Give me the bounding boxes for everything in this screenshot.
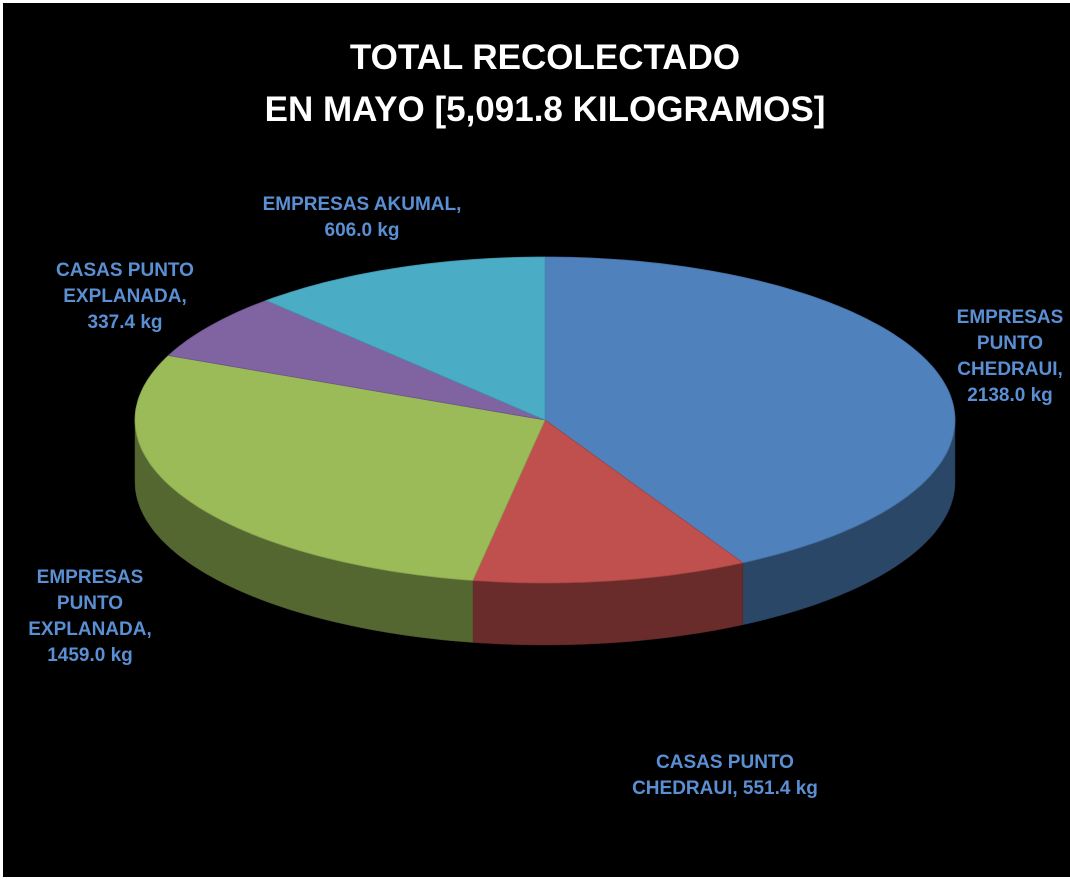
pie-slice bbox=[265, 256, 546, 421]
label-box: CASAS PUNTO EXPLANADA, 337.4 kg bbox=[56, 260, 194, 333]
data-label: CASAS PUNTO EXPLANADA, 337.4 kg bbox=[56, 260, 194, 333]
label-box: EMPRESAS AKUMAL, 606.0 kg bbox=[262, 194, 462, 241]
data-label: CASAS PUNTO CHEDRAUI, 551.4 kg bbox=[632, 752, 818, 799]
pie-slice bbox=[167, 300, 546, 421]
label-box: EMPRESAS PUNTO EXPLANADA, 1459.0 kg bbox=[28, 567, 152, 666]
title-box: TOTAL RECOLECTADO EN MAYO [5,091.8 KILOG… bbox=[264, 38, 826, 129]
data-label: EMPRESAS AKUMAL, 606.0 kg bbox=[262, 194, 462, 241]
pie-slice bbox=[544, 256, 956, 564]
pie-slice bbox=[472, 419, 744, 584]
pie-slice bbox=[134, 355, 546, 581]
data-label: EMPRESAS PUNTO CHEDRAUI, 2138.0 kg bbox=[956, 307, 1064, 406]
data-label: EMPRESAS PUNTO EXPLANADA, 1459.0 kg bbox=[28, 567, 152, 666]
label-box: EMPRESAS PUNTO CHEDRAUI, 2138.0 kg bbox=[956, 307, 1064, 406]
chart-title: TOTAL RECOLECTADO EN MAYO [5,091.8 KILOG… bbox=[264, 38, 826, 129]
label-box: CASAS PUNTO CHEDRAUI, 551.4 kg bbox=[632, 752, 818, 799]
